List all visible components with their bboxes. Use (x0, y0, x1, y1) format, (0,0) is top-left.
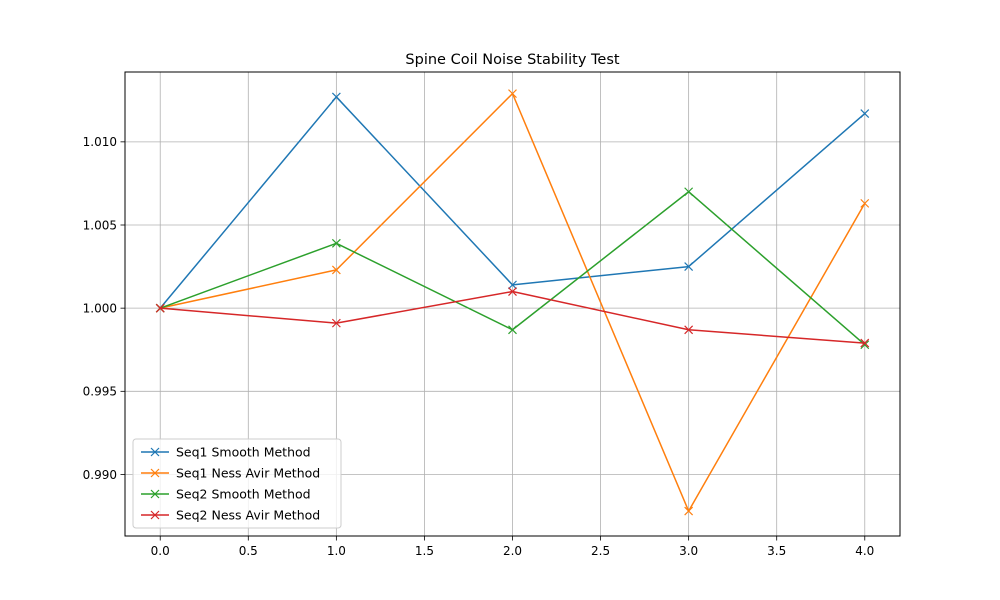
legend-marker (150, 468, 160, 478)
legend-marker (150, 489, 160, 499)
x-tick-label: 0.0 (151, 544, 170, 558)
data-point-marker (860, 198, 870, 208)
data-point-marker (508, 287, 517, 296)
data-point-marker (860, 340, 870, 350)
x-tick-label: 3.0 (679, 544, 698, 558)
legend: Seq1 Smooth Method Seq1 Ness Avir Method S… (132, 438, 342, 529)
legend-item: Seq1 Smooth Method (141, 445, 311, 460)
x-tick-label: 4.0 (855, 544, 874, 558)
data-point-marker (684, 262, 694, 272)
data-point-marker (508, 280, 517, 290)
data-point-marker (331, 265, 341, 275)
legend-marker (150, 510, 160, 520)
x-tick-label: 0.5 (239, 544, 258, 558)
legend-box (132, 438, 342, 529)
data-point-marker (331, 92, 341, 102)
data-point-marker (684, 325, 694, 335)
x-tick-label: 2.5 (591, 544, 610, 558)
legend-label: Seq2 Ness Avir Method (176, 508, 320, 523)
y-axis: 0.990 0.995 1.000 1.005 1.010 (83, 135, 125, 482)
data-point-marker (331, 318, 341, 328)
legend-label: Seq2 Smooth Method (176, 487, 311, 502)
x-tick-label: 2.0 (503, 544, 522, 558)
x-axis: 0.0 0.5 1.0 1.5 2.0 2.5 3.0 3.5 4.0 (151, 536, 874, 558)
y-tick-label: 1.000 (83, 301, 117, 315)
data-point-marker (508, 325, 517, 335)
x-tick-label: 1.5 (415, 544, 434, 558)
series-layer (155, 89, 870, 516)
y-tick-label: 0.990 (83, 468, 117, 482)
data-point-marker (331, 238, 341, 248)
legend-label: Seq1 Smooth Method (176, 445, 311, 460)
legend-marker (150, 447, 160, 457)
series-4 (155, 287, 870, 348)
x-tick-label: 3.5 (767, 544, 786, 558)
legend-item: Seq2 Smooth Method (141, 487, 311, 502)
grid-lines (125, 72, 900, 536)
y-tick-label: 0.995 (83, 385, 117, 399)
legend-item: Seq2 Ness Avir Method (141, 508, 320, 523)
data-point-marker (684, 506, 694, 516)
data-point-marker (860, 109, 870, 119)
data-point-marker (508, 89, 517, 99)
x-tick-label: 1.0 (327, 544, 346, 558)
data-point-marker (155, 303, 165, 313)
y-tick-label: 1.005 (83, 218, 117, 232)
chart-title: Spine Coil Noise Stability Test (405, 52, 619, 68)
y-tick-label: 1.010 (83, 135, 117, 149)
legend-item: Seq1 Ness Avir Method (141, 466, 320, 481)
data-point-marker (860, 338, 870, 348)
legend-label: Seq1 Ness Avir Method (176, 466, 320, 481)
data-point-marker (684, 187, 694, 197)
